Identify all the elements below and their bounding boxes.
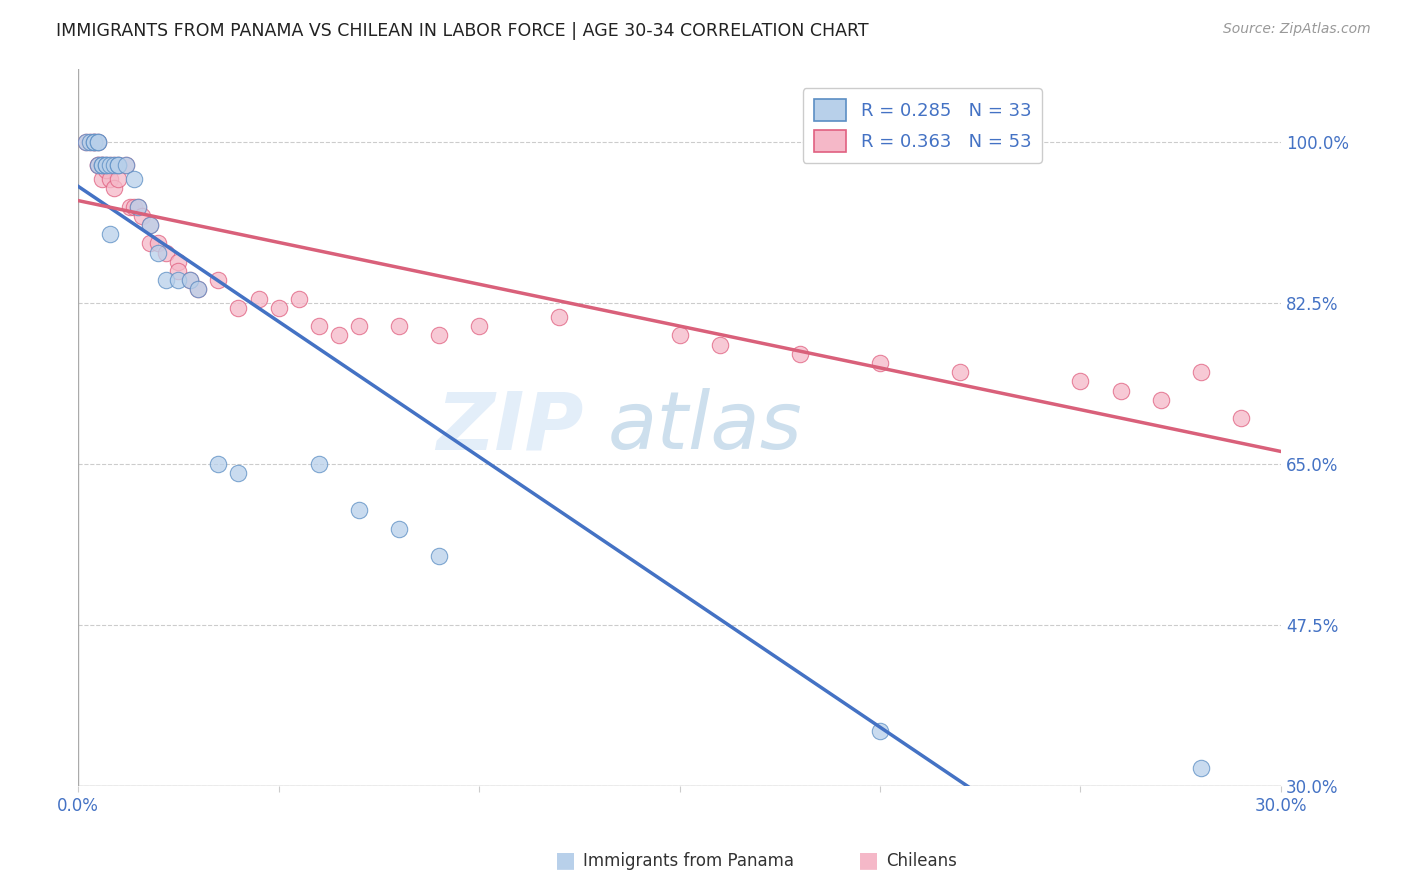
Legend: R = 0.285   N = 33, R = 0.363   N = 53: R = 0.285 N = 33, R = 0.363 N = 53 <box>803 88 1042 163</box>
Point <box>179 273 201 287</box>
Point <box>96 162 118 177</box>
Text: Chileans: Chileans <box>886 852 956 870</box>
Point <box>107 158 129 172</box>
Point <box>1189 761 1212 775</box>
Point <box>83 135 105 149</box>
Point <box>107 158 129 172</box>
Text: Source: ZipAtlas.com: Source: ZipAtlas.com <box>1223 22 1371 37</box>
Point <box>87 158 110 172</box>
Point <box>388 522 411 536</box>
Text: IMMIGRANTS FROM PANAMA VS CHILEAN IN LABOR FORCE | AGE 30-34 CORRELATION CHART: IMMIGRANTS FROM PANAMA VS CHILEAN IN LAB… <box>56 22 869 40</box>
Point <box>83 135 105 149</box>
Point <box>1230 411 1253 425</box>
Point <box>1109 384 1132 398</box>
Point <box>87 135 110 149</box>
Point <box>75 135 97 149</box>
Point <box>83 135 105 149</box>
Point <box>87 135 110 149</box>
Point <box>79 135 101 149</box>
Point <box>91 172 114 186</box>
Point <box>187 282 209 296</box>
Point <box>308 319 330 334</box>
Point <box>869 356 891 370</box>
Point <box>115 158 138 172</box>
Point <box>1189 365 1212 379</box>
Point <box>79 135 101 149</box>
Point <box>87 158 110 172</box>
Point <box>107 158 129 172</box>
Point <box>96 158 118 172</box>
Point <box>139 218 162 232</box>
Point <box>107 172 129 186</box>
Point <box>148 236 170 251</box>
Point <box>207 457 229 471</box>
Point <box>91 158 114 172</box>
Point <box>155 245 177 260</box>
Point <box>949 365 972 379</box>
Point <box>427 549 450 563</box>
Point <box>869 723 891 738</box>
Point <box>98 158 121 172</box>
Point <box>228 301 250 315</box>
Point <box>103 158 125 172</box>
Y-axis label: In Labor Force | Age 30-34: In Labor Force | Age 30-34 <box>0 318 8 537</box>
Point <box>328 328 350 343</box>
Point <box>96 158 118 172</box>
Point <box>308 457 330 471</box>
Point <box>131 209 153 223</box>
Point <box>207 273 229 287</box>
Point <box>98 227 121 241</box>
Point <box>167 254 190 268</box>
Point <box>167 264 190 278</box>
Point <box>179 273 201 287</box>
Point <box>127 200 149 214</box>
Point <box>709 337 731 351</box>
Point <box>167 273 190 287</box>
Point <box>789 347 811 361</box>
Point <box>91 158 114 172</box>
Point <box>91 158 114 172</box>
Point <box>668 328 690 343</box>
Point <box>98 172 121 186</box>
Point <box>122 172 145 186</box>
Point <box>228 467 250 481</box>
Point <box>122 200 145 214</box>
Point <box>87 158 110 172</box>
Point <box>139 218 162 232</box>
Point <box>187 282 209 296</box>
Text: ■: ■ <box>858 850 879 870</box>
Point <box>247 292 270 306</box>
Point <box>468 319 491 334</box>
Point <box>91 158 114 172</box>
Text: Immigrants from Panama: Immigrants from Panama <box>583 852 794 870</box>
Point <box>115 158 138 172</box>
Point <box>1069 375 1091 389</box>
Point <box>155 273 177 287</box>
Point <box>287 292 309 306</box>
Point <box>548 310 571 324</box>
Point <box>388 319 411 334</box>
Text: atlas: atlas <box>607 388 801 467</box>
Point <box>120 200 142 214</box>
Point <box>1150 392 1173 407</box>
Point <box>427 328 450 343</box>
Point <box>148 245 170 260</box>
Point <box>83 135 105 149</box>
Point <box>347 503 370 517</box>
Point <box>87 135 110 149</box>
Point <box>75 135 97 149</box>
Point <box>103 158 125 172</box>
Point <box>347 319 370 334</box>
Point <box>98 158 121 172</box>
Point <box>103 181 125 195</box>
Point <box>139 236 162 251</box>
Text: ZIP: ZIP <box>436 388 583 467</box>
Text: ■: ■ <box>555 850 576 870</box>
Point <box>267 301 290 315</box>
Point <box>127 200 149 214</box>
Point <box>96 158 118 172</box>
